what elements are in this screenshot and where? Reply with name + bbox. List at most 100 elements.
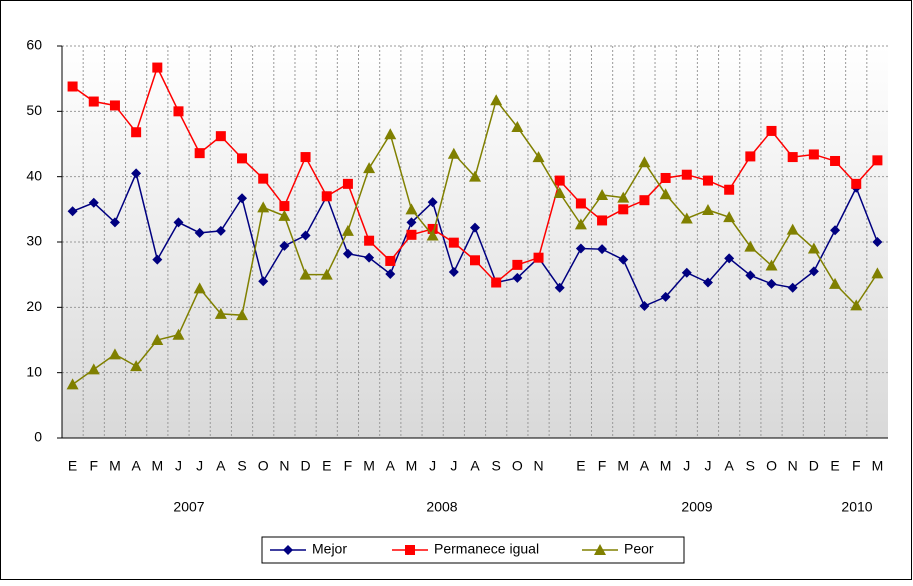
marker	[745, 270, 756, 281]
marker	[109, 217, 120, 228]
marker	[660, 291, 671, 302]
marker	[237, 193, 248, 204]
marker	[766, 125, 777, 136]
marker	[659, 188, 672, 200]
marker	[597, 215, 608, 226]
marker	[363, 162, 376, 174]
marker	[701, 203, 714, 215]
marker	[830, 225, 841, 236]
year-label: 2008	[426, 499, 457, 515]
marker	[172, 328, 185, 340]
marker	[173, 217, 184, 228]
marker	[283, 545, 293, 555]
x-tick-label: S	[492, 458, 501, 474]
x-tick-label: M	[151, 458, 163, 474]
y-tick-label: 50	[26, 102, 42, 118]
marker	[448, 267, 459, 278]
marker	[638, 156, 651, 168]
marker	[532, 151, 545, 163]
y-tick-label: 10	[26, 363, 42, 379]
x-tick-label: F	[598, 458, 607, 474]
x-tick-label: J	[175, 458, 182, 474]
x-tick-label: A	[131, 458, 141, 474]
marker	[108, 348, 121, 360]
marker	[872, 155, 883, 166]
marker	[67, 81, 78, 92]
marker	[384, 128, 397, 140]
marker	[237, 153, 248, 164]
marker	[152, 254, 163, 265]
marker	[364, 252, 375, 263]
marker	[151, 334, 164, 345]
x-tick-label: O	[258, 458, 269, 474]
marker	[299, 268, 312, 280]
year-label: 2009	[681, 499, 712, 515]
marker	[533, 252, 544, 263]
y-tick-label: 40	[26, 167, 42, 183]
marker	[342, 178, 353, 189]
marker	[341, 224, 354, 236]
marker	[405, 203, 418, 215]
marker	[215, 131, 226, 142]
x-tick-label: A	[470, 458, 480, 474]
marker	[87, 363, 100, 375]
x-tick-label: E	[830, 458, 839, 474]
y-tick-label: 60	[26, 37, 42, 53]
marker	[723, 211, 736, 223]
marker	[553, 187, 566, 198]
marker	[511, 121, 524, 133]
marker	[469, 170, 481, 182]
marker	[385, 269, 396, 280]
x-tick-label: A	[640, 458, 650, 474]
x-tick-label: E	[322, 458, 331, 474]
legend-label: Peor	[624, 541, 654, 557]
marker	[279, 201, 290, 212]
marker	[639, 301, 650, 312]
marker	[320, 268, 333, 280]
x-tick-label: M	[872, 458, 884, 474]
x-tick-label: N	[533, 458, 543, 474]
x-tick-label: F	[89, 458, 98, 474]
x-tick-label: J	[704, 458, 711, 474]
marker	[88, 197, 99, 208]
marker	[724, 184, 735, 195]
marker	[702, 277, 713, 288]
marker	[512, 272, 523, 283]
x-tick-label: O	[512, 458, 523, 474]
marker	[594, 544, 606, 555]
x-tick-label: O	[766, 458, 777, 474]
marker	[787, 282, 798, 293]
marker	[342, 248, 353, 259]
marker	[257, 201, 270, 213]
marker	[406, 229, 417, 240]
x-tick-label: N	[788, 458, 798, 474]
marker	[554, 282, 565, 293]
y-tick-label: 30	[26, 233, 42, 249]
marker	[680, 212, 693, 224]
marker	[214, 307, 227, 319]
marker	[744, 240, 757, 252]
legend-label: Mejor	[312, 541, 347, 557]
marker	[193, 282, 206, 294]
marker	[554, 175, 565, 186]
marker	[765, 259, 778, 271]
marker	[447, 147, 460, 159]
marker	[490, 94, 503, 106]
x-tick-label: A	[386, 458, 396, 474]
x-tick-label: D	[809, 458, 819, 474]
marker	[617, 191, 630, 203]
marker	[152, 62, 163, 73]
marker	[406, 217, 417, 228]
marker	[575, 243, 586, 254]
marker	[745, 151, 756, 162]
x-tick-label: A	[216, 458, 226, 474]
marker	[808, 266, 819, 277]
marker	[300, 230, 311, 241]
marker	[279, 240, 290, 251]
marker	[194, 148, 205, 159]
marker	[258, 276, 269, 287]
marker	[364, 235, 375, 246]
marker	[618, 204, 629, 215]
x-tick-label: D	[301, 458, 311, 474]
